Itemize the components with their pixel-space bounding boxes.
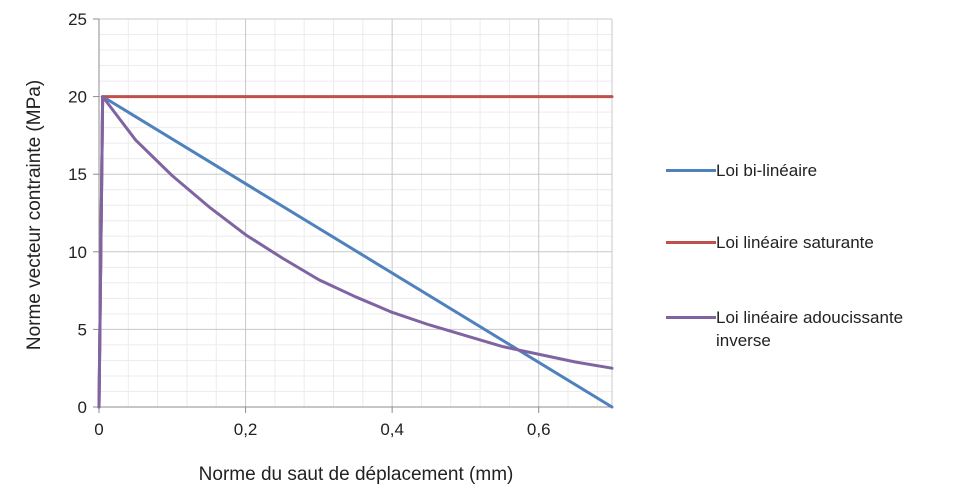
- major-gridlines: [99, 18, 613, 407]
- y-tick-label: 5: [78, 320, 87, 339]
- y-tick-label: 25: [68, 10, 87, 29]
- x-tick-label: 0,6: [527, 420, 551, 439]
- x-axis-label: Norme du saut de déplacement (mm): [199, 464, 514, 485]
- legend-item-adoucissante: Loi linéaire adoucissante inverse: [666, 306, 956, 352]
- x-tick-label: 0: [94, 420, 103, 439]
- legend: Loi bi-linéaire Loi linéaire saturante L…: [666, 0, 966, 490]
- series-layer: [97, 95, 614, 409]
- series-line-2: [97, 95, 614, 409]
- legend-label: Loi linéaire adoucissante inverse: [716, 308, 904, 350]
- legend-label: Loi linéaire saturante: [716, 233, 874, 252]
- y-tick-label: 0: [78, 398, 87, 417]
- legend-swatch: [666, 316, 716, 319]
- x-tick-label: 0,4: [380, 420, 404, 439]
- y-axis-label: Norme vecteur contrainte (MPa): [24, 80, 45, 350]
- y-tick-label: 10: [68, 243, 87, 262]
- legend-swatch: [666, 169, 716, 172]
- minor-gridlines: [99, 19, 612, 407]
- y-tick-label: 15: [68, 165, 87, 184]
- legend-item-bilineaire: Loi bi-linéaire: [666, 159, 956, 182]
- legend-swatch: [666, 241, 716, 244]
- tick-labels: 0 5 10 15 20 25 0 0,2 0,4 0,6: [68, 10, 550, 439]
- legend-item-saturante: Loi linéaire saturante: [666, 231, 956, 254]
- y-tick-label: 20: [68, 88, 87, 107]
- legend-label: Loi bi-linéaire: [716, 161, 818, 180]
- x-tick-label: 0,2: [234, 420, 258, 439]
